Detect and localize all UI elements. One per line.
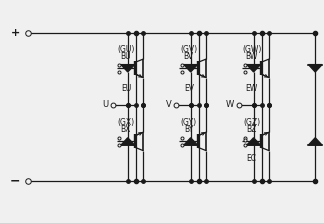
Text: EW: EW: [246, 84, 258, 93]
Polygon shape: [247, 138, 260, 145]
Text: −: −: [10, 175, 20, 188]
Polygon shape: [121, 138, 134, 145]
Text: W: W: [226, 100, 234, 109]
Text: V: V: [166, 100, 171, 109]
Text: EC: EC: [247, 154, 257, 163]
Polygon shape: [121, 65, 134, 72]
Text: (GU): (GU): [117, 45, 134, 54]
Polygon shape: [247, 65, 260, 72]
Polygon shape: [184, 138, 197, 145]
Text: (GZ): (GZ): [243, 118, 260, 127]
Text: EV: EV: [184, 84, 194, 93]
Text: BU: BU: [121, 52, 131, 61]
Text: (GW): (GW): [242, 45, 261, 54]
Text: BZ: BZ: [247, 125, 257, 134]
Text: EU: EU: [121, 84, 131, 93]
Text: BW: BW: [246, 52, 258, 61]
Text: BV: BV: [184, 52, 194, 61]
Text: (GX): (GX): [117, 118, 134, 127]
Text: BX: BX: [121, 125, 131, 134]
Polygon shape: [184, 65, 197, 72]
Text: BY: BY: [184, 125, 193, 134]
Text: (GV): (GV): [180, 45, 197, 54]
Text: U: U: [102, 100, 109, 109]
Text: (GY): (GY): [181, 118, 197, 127]
Polygon shape: [308, 138, 322, 145]
Polygon shape: [308, 65, 322, 72]
Text: +: +: [11, 28, 20, 38]
